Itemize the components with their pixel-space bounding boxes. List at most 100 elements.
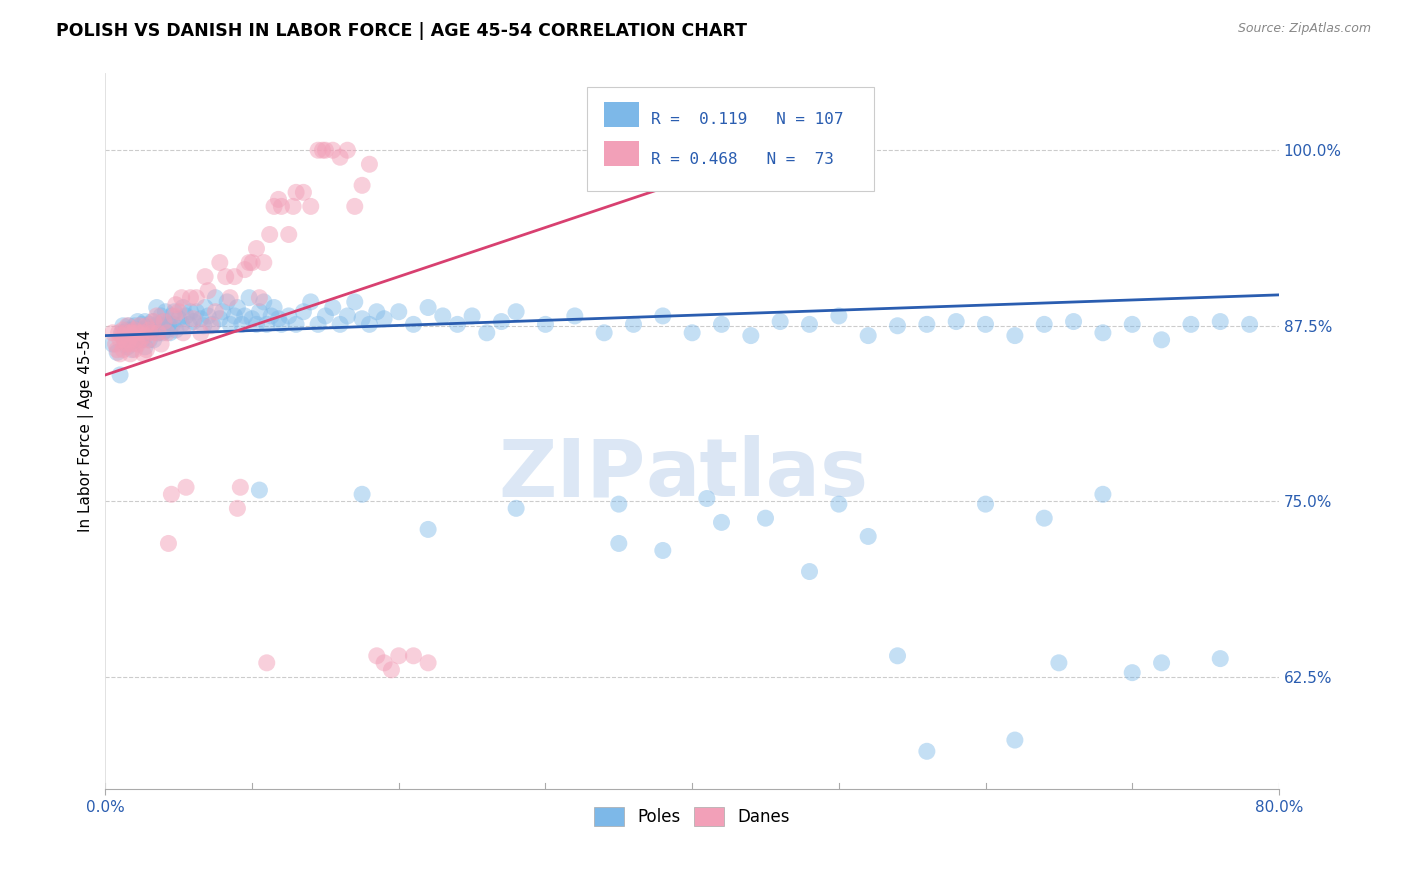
Point: [157, 536, 180, 550]
Point: [118, 333, 141, 347]
Point: [121, 337, 143, 351]
Text: POLISH VS DANISH IN LABOR FORCE | AGE 45-54 CORRELATION CHART: POLISH VS DANISH IN LABOR FORCE | AGE 45…: [56, 22, 747, 40]
Point: [170, 291, 193, 305]
Point: [475, 326, 498, 340]
Point: [915, 318, 938, 332]
Point: [179, 304, 201, 318]
Point: [249, 304, 271, 318]
Point: [593, 326, 616, 340]
Point: [343, 199, 366, 213]
Point: [710, 318, 733, 332]
Point: [1047, 656, 1070, 670]
Point: [299, 294, 322, 309]
Point: [117, 318, 139, 333]
Point: [1121, 318, 1143, 332]
Point: [174, 480, 197, 494]
Point: [359, 157, 381, 171]
Point: [122, 326, 145, 340]
Point: [111, 323, 134, 337]
Point: [145, 318, 167, 332]
Point: [1004, 733, 1026, 747]
Point: [120, 328, 142, 343]
Point: [156, 323, 179, 337]
Point: [281, 199, 304, 213]
Point: [285, 186, 308, 200]
Point: [190, 326, 212, 340]
Point: [143, 323, 166, 337]
Bar: [605, 102, 640, 127]
Point: [204, 291, 226, 305]
Point: [224, 309, 246, 323]
Point: [769, 314, 792, 328]
Point: [343, 294, 366, 309]
Point: [219, 291, 242, 305]
Point: [124, 343, 146, 357]
Point: [329, 318, 352, 332]
Point: [945, 314, 967, 328]
Point: [211, 304, 233, 318]
Point: [1033, 318, 1056, 332]
Point: [267, 311, 290, 326]
Point: [150, 309, 173, 323]
Point: [177, 318, 200, 332]
Point: [101, 337, 124, 351]
Point: [152, 326, 174, 340]
Point: [108, 368, 131, 382]
Point: [388, 304, 411, 318]
Point: [754, 511, 776, 525]
Point: [256, 656, 278, 670]
Point: [128, 318, 150, 333]
Point: [402, 648, 425, 663]
Point: [256, 318, 278, 332]
Point: [155, 304, 177, 318]
Point: [446, 318, 468, 332]
Point: [115, 326, 138, 340]
Point: [122, 326, 145, 340]
Point: [322, 301, 344, 315]
Point: [138, 323, 160, 337]
Point: [886, 648, 908, 663]
Point: [120, 326, 142, 340]
Point: [105, 345, 128, 359]
Point: [157, 318, 180, 332]
Point: [740, 328, 762, 343]
Point: [314, 143, 336, 157]
Point: [193, 318, 215, 333]
Point: [197, 284, 219, 298]
Point: [491, 314, 513, 328]
Point: [121, 343, 143, 357]
Point: [135, 343, 157, 357]
Point: [245, 242, 267, 256]
Point: [352, 311, 374, 326]
Point: [124, 318, 146, 333]
Point: [215, 269, 238, 284]
Text: R = 0.468   N =  73: R = 0.468 N = 73: [651, 152, 834, 167]
Point: [1180, 318, 1202, 332]
Point: [190, 311, 212, 326]
Point: [186, 304, 208, 318]
Point: [186, 291, 208, 305]
Point: [359, 318, 381, 332]
Point: [111, 343, 134, 357]
Point: [129, 328, 152, 343]
Point: [110, 328, 132, 343]
Point: [285, 318, 308, 332]
Point: [915, 744, 938, 758]
Point: [226, 301, 249, 315]
Point: [564, 309, 586, 323]
Point: [461, 309, 484, 323]
Point: [416, 301, 439, 315]
Point: [1063, 314, 1085, 328]
Point: [1239, 318, 1261, 332]
Point: [1209, 651, 1232, 665]
Point: [416, 523, 439, 537]
Point: [277, 309, 299, 323]
Point: [108, 333, 131, 347]
Point: [172, 301, 194, 315]
Point: [233, 262, 256, 277]
Point: [534, 318, 557, 332]
Point: [183, 314, 205, 328]
Point: [145, 301, 167, 315]
Point: [148, 326, 170, 340]
Point: [138, 318, 160, 332]
